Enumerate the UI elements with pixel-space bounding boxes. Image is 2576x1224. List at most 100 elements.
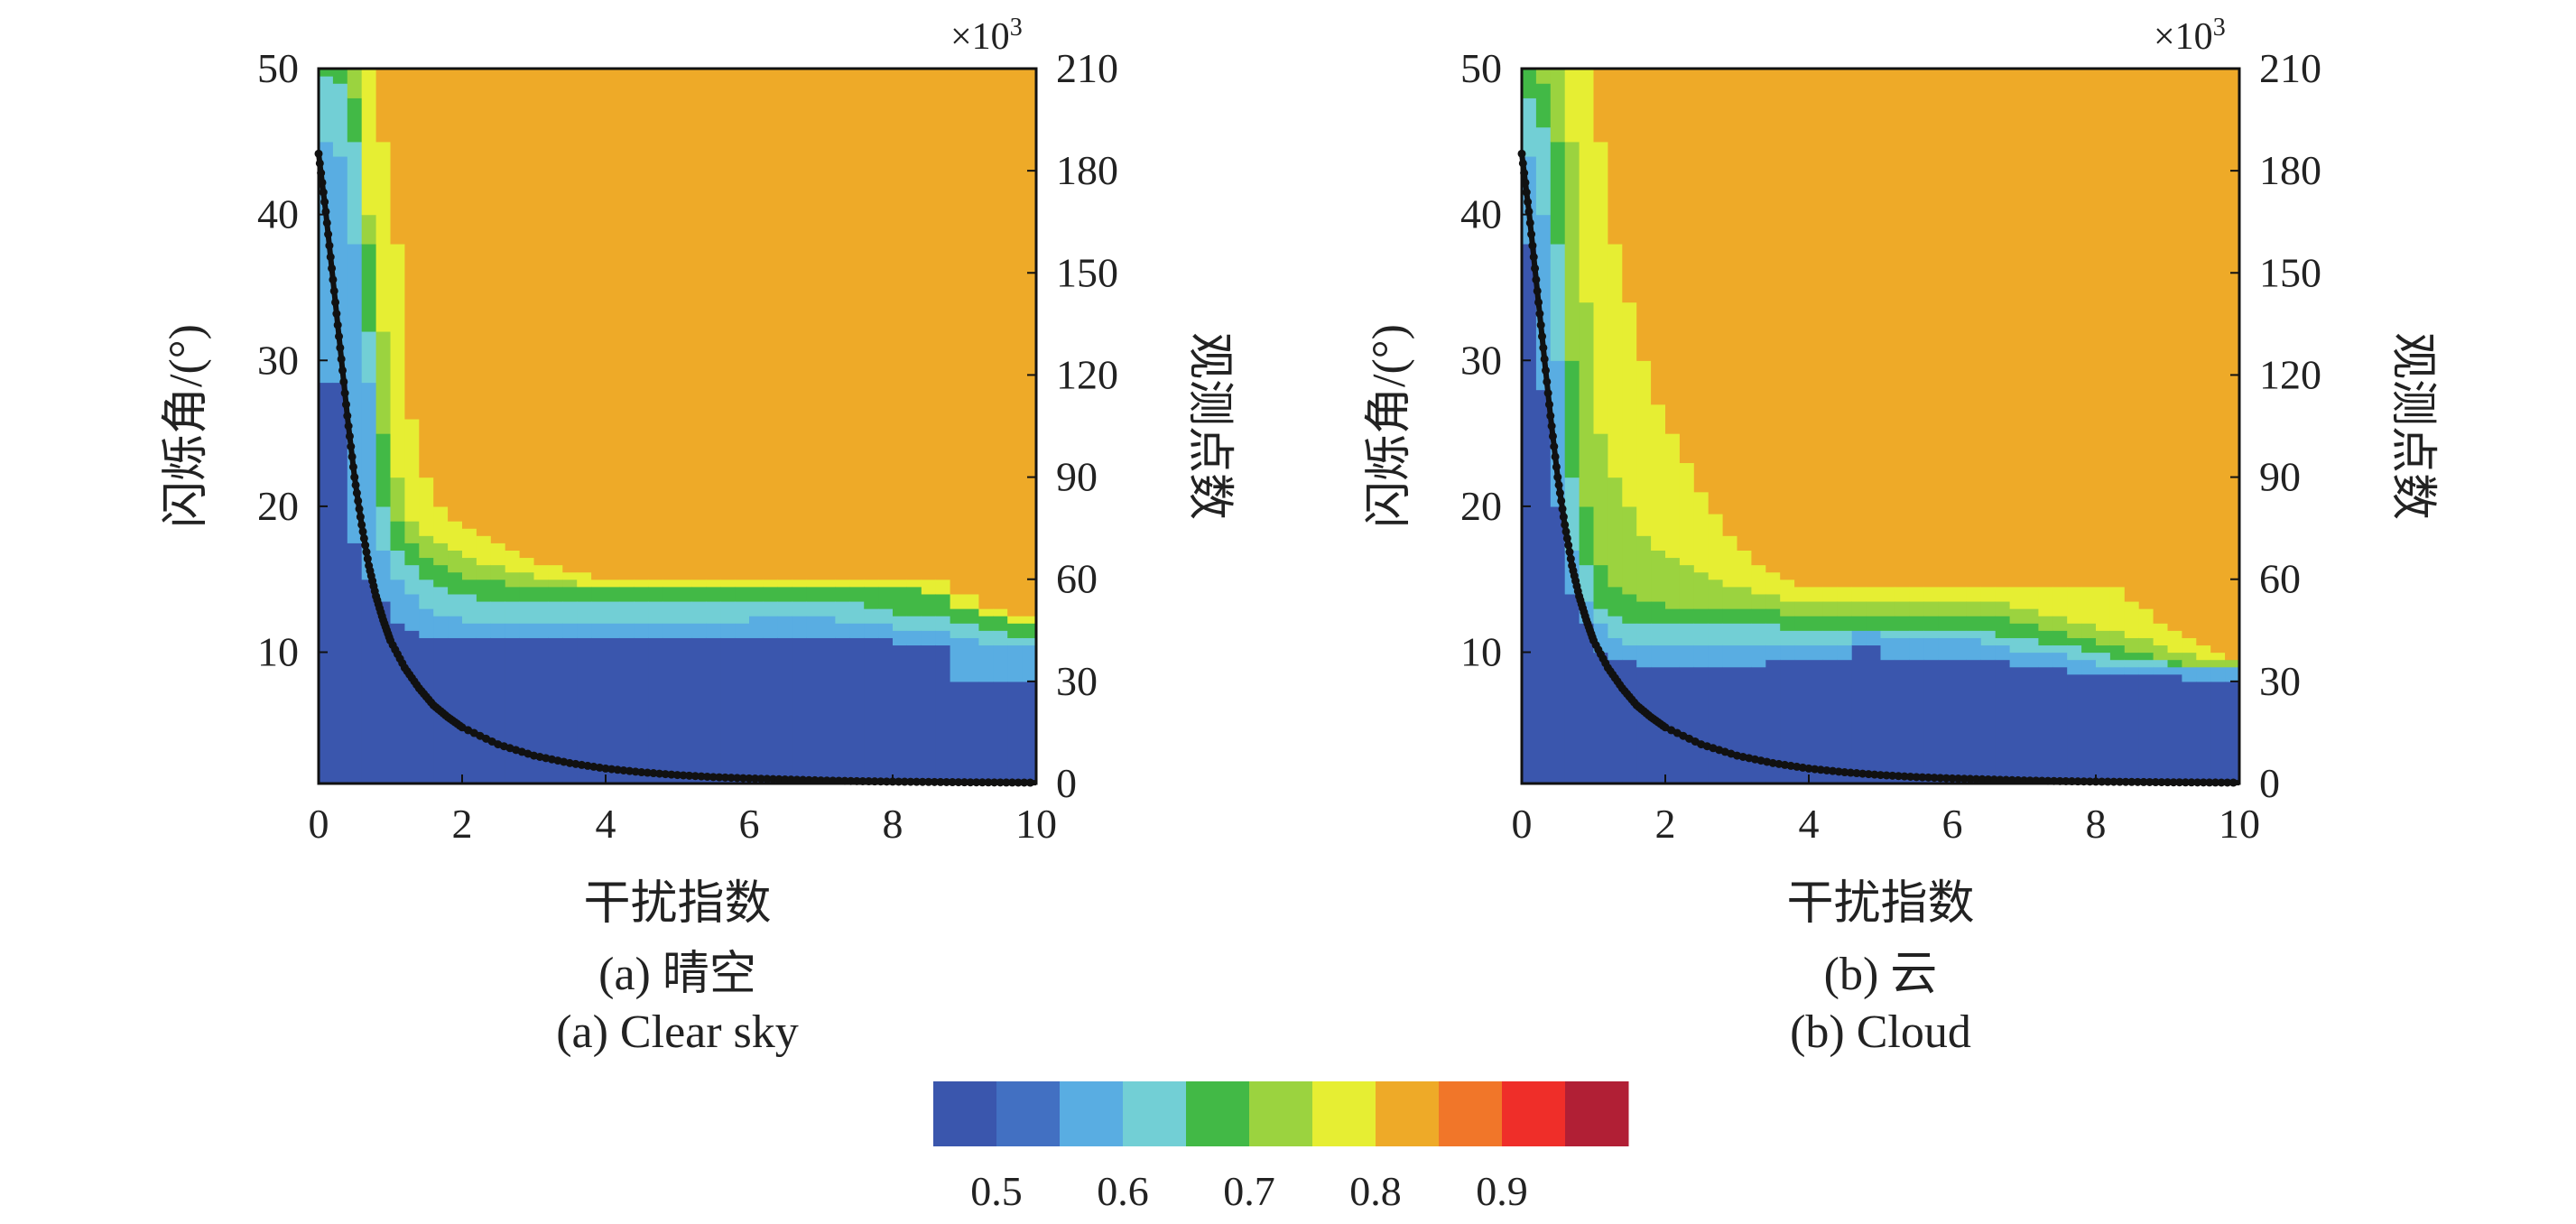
heatmap-cell xyxy=(1535,83,1552,128)
caption-en-a: (a) Clear sky xyxy=(556,1006,799,1058)
heatmap-cell xyxy=(1780,616,1795,631)
heatmap-cell xyxy=(619,600,635,624)
heatmap-cell xyxy=(2009,608,2025,624)
heatmap-cell xyxy=(319,69,334,77)
heatmap-cell xyxy=(462,557,477,580)
heatmap-cell xyxy=(1679,644,1695,668)
heatmap-cell xyxy=(921,644,937,784)
heatmap-cell xyxy=(906,644,922,784)
heatmap-cell xyxy=(1809,69,1824,588)
heatmap-cell xyxy=(978,681,994,784)
right-axis-multiplier-b: ×103 xyxy=(2154,14,2226,59)
heatmap-cell xyxy=(1579,69,1595,303)
heatmap-cell xyxy=(1895,69,1910,588)
heatmap-cell xyxy=(1980,69,1997,588)
heatmap-cell xyxy=(1593,69,1608,143)
heatmap-cell xyxy=(1636,666,1652,784)
observation-point xyxy=(1550,442,1559,451)
heatmap-cell xyxy=(1966,69,1982,588)
heatmap-cell xyxy=(720,623,736,638)
heatmap-cell xyxy=(1966,616,1982,631)
observation-point xyxy=(1532,275,1541,284)
heatmap-cell xyxy=(792,600,808,617)
observation-point xyxy=(1941,774,1951,783)
colorbar-swatch xyxy=(1439,1081,1503,1146)
observation-point xyxy=(1533,286,1542,295)
heatmap-cell xyxy=(1952,637,1968,661)
observation-point xyxy=(1552,462,1561,471)
heatmap-cell xyxy=(864,69,879,580)
observation-point xyxy=(1529,253,1538,262)
heatmap-cell xyxy=(1938,637,1953,661)
heatmap-cell xyxy=(634,623,650,638)
heatmap-cell xyxy=(1535,389,1552,784)
heatmap-cell xyxy=(2096,652,2111,668)
heatmap-cell xyxy=(2081,673,2097,784)
heatmap-cell xyxy=(519,637,535,784)
observation-point xyxy=(1846,768,1855,777)
heatmap-cell xyxy=(706,623,721,638)
heatmap-cell xyxy=(2081,69,2097,588)
heatmap-cell xyxy=(634,600,650,624)
heatmap-cell xyxy=(2067,623,2082,638)
heatmap-cell xyxy=(433,586,449,617)
heatmap-cell xyxy=(820,579,836,588)
heatmap-cell xyxy=(1722,608,1738,624)
heatmap-cell xyxy=(533,637,549,784)
heatmap-cell xyxy=(1708,666,1724,784)
observation-point xyxy=(1768,758,1777,767)
colorbar-swatch xyxy=(1186,1081,1250,1146)
observation-point xyxy=(690,772,700,781)
heatmap-cell xyxy=(1522,97,1537,157)
observation-point xyxy=(345,431,354,440)
colorbar-swatch xyxy=(1123,1081,1187,1146)
heatmap-cell xyxy=(1837,586,1853,602)
heatmap-cell xyxy=(749,637,764,784)
heatmap-cell xyxy=(548,579,563,588)
heatmap-cell xyxy=(490,623,506,638)
heatmap-cell xyxy=(1923,616,1939,631)
heatmap-cell xyxy=(591,69,607,580)
observation-point xyxy=(774,774,783,784)
heatmap-cell xyxy=(648,600,664,624)
heatmap-cell xyxy=(1751,593,1766,609)
heatmap-cell xyxy=(677,579,692,588)
heatmap-cell xyxy=(1995,69,2011,588)
observation-point xyxy=(1565,548,1574,557)
heatmap-cell xyxy=(2124,69,2140,602)
observation-point xyxy=(595,763,604,772)
observation-point xyxy=(613,765,622,774)
heatmap-cell xyxy=(332,83,348,157)
observation-point xyxy=(1531,264,1540,273)
caption-en-b: (b) Cloud xyxy=(1790,1006,1971,1058)
heatmap-cell xyxy=(562,586,578,602)
heatmap-cell xyxy=(1765,593,1781,609)
observation-point xyxy=(769,774,777,784)
observation-point xyxy=(1793,762,1802,771)
heatmap-cell xyxy=(1895,616,1910,631)
heatmap-cell xyxy=(792,69,808,580)
heatmap-cell xyxy=(1737,69,1752,551)
heatmap-cell xyxy=(835,637,850,784)
observation-point xyxy=(1834,767,1843,776)
heatmap-cell xyxy=(2024,623,2039,638)
heatmap-cell xyxy=(1636,535,1652,602)
heatmap-cell xyxy=(2225,659,2240,668)
heatmap-cell xyxy=(1708,513,1724,580)
heatmap-cell xyxy=(906,586,922,617)
observation-point xyxy=(1540,355,1549,364)
heatmap-cells-b xyxy=(1522,69,2240,784)
heatmap-cell xyxy=(448,521,463,551)
heatmap-cell xyxy=(1966,659,1982,784)
heatmap-cell xyxy=(1995,644,2011,661)
heatmap-cell xyxy=(2138,652,2154,661)
heatmap-cell xyxy=(906,69,922,580)
heatmap-cell xyxy=(1593,433,1608,566)
left-y-tick-label: 10 xyxy=(1460,629,1502,675)
heatmap-cell xyxy=(820,637,836,784)
heatmap-cell xyxy=(993,69,1008,609)
heatmap-cell xyxy=(864,623,879,638)
heatmap-cell xyxy=(763,600,779,617)
observation-point xyxy=(1542,366,1550,375)
heatmap-cell xyxy=(1679,564,1695,609)
